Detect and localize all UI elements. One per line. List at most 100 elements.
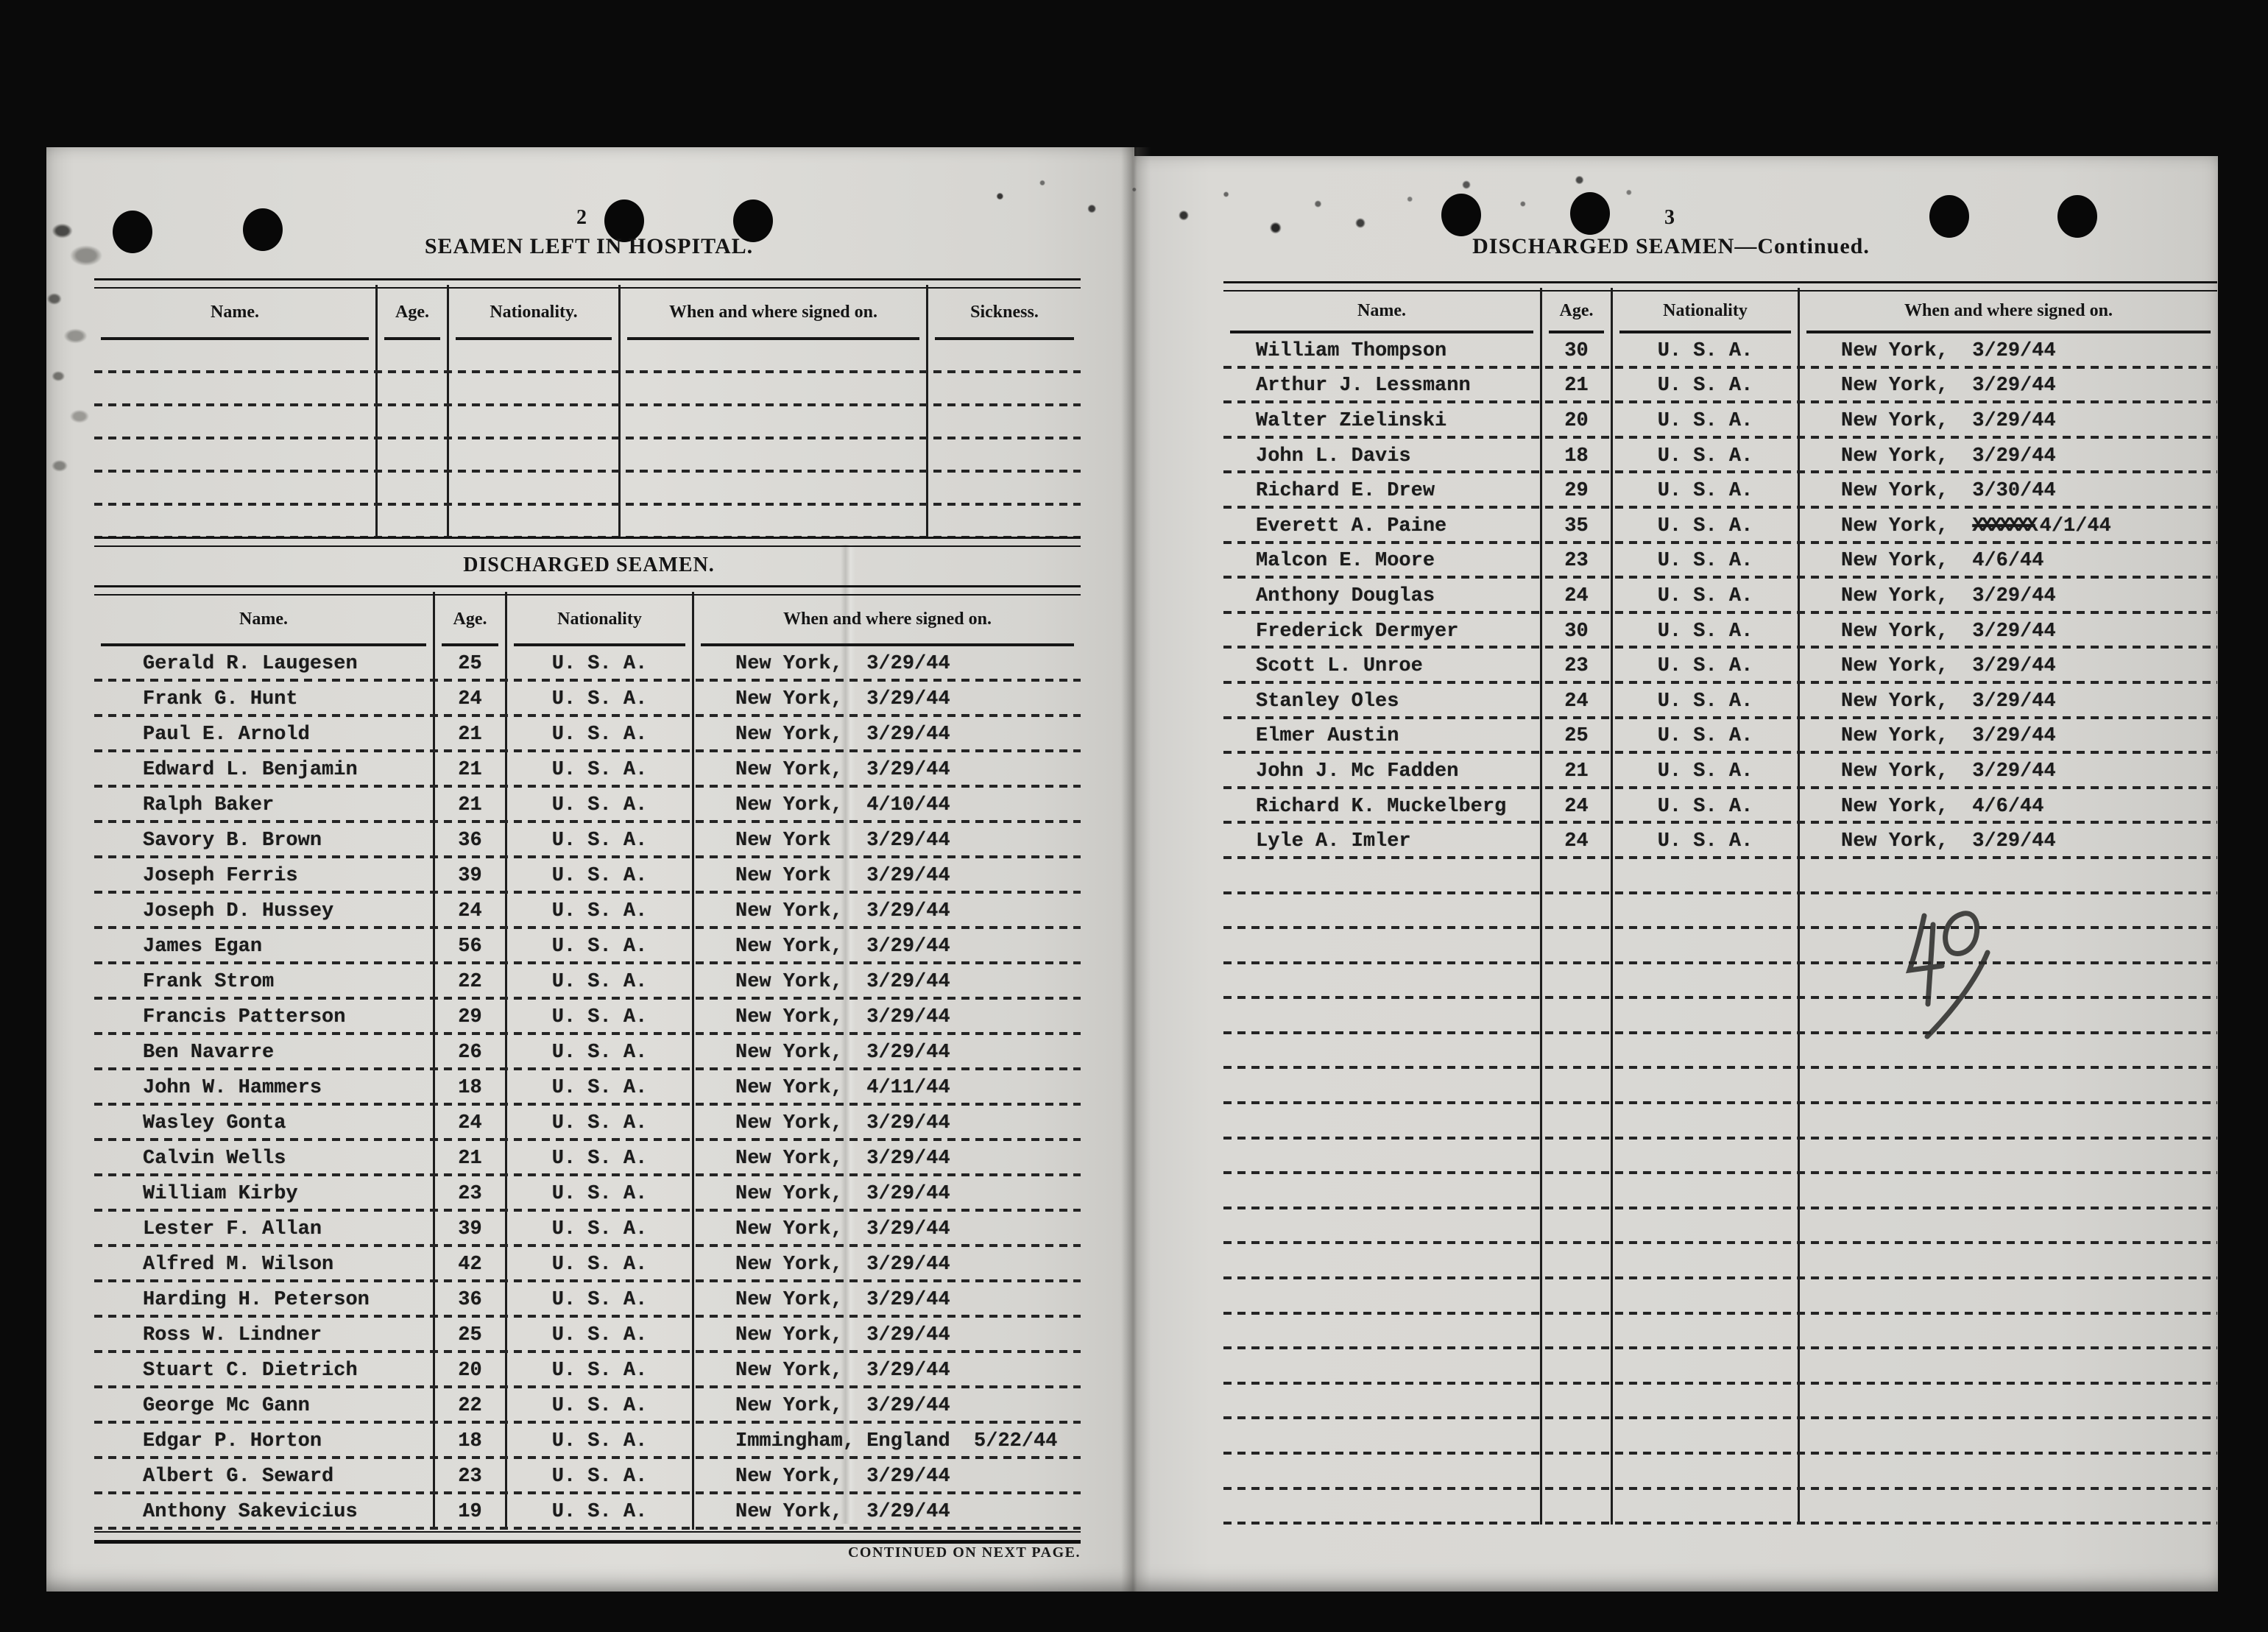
table-row: Francis Patterson 29 U. S. A. New York, 3/2… [94, 1000, 1081, 1035]
discharged-continued-title: DISCHARGED SEAMEN—Continued. [1472, 234, 1870, 258]
seaman-name: Albert G. Seward [143, 1466, 334, 1488]
table-row: John L. Davis 18 U. S. A. New York, 3/29/44 [1223, 438, 2217, 474]
empty-cell [1540, 1069, 1611, 1105]
seaman-nationality: U. S. A. [505, 1282, 692, 1318]
signed-on-cell: New York, 3/29/44 [692, 1282, 1081, 1318]
signed-on-cell: New York, 3/29/44 [692, 1141, 1081, 1176]
empty-table-row [1223, 964, 2217, 1000]
seaman-nationality: U. S. A. [1611, 613, 1798, 649]
signed-on-cell: New York, 3/29/44 [692, 1000, 1081, 1035]
signed-on-cell: New York, 3/29/44 [692, 682, 1081, 717]
empty-table-row [1223, 1384, 2217, 1420]
discharged-continued-table: Name. Age. Nationality When and where signe… [1223, 288, 2217, 1525]
empty-cell [1223, 1455, 1540, 1490]
empty-cell [1798, 1489, 2217, 1525]
empty-cell [1540, 1314, 1611, 1350]
punch-hole [733, 199, 773, 242]
empty-cell [1223, 1385, 1540, 1420]
empty-table-row [1223, 1139, 2217, 1175]
empty-table-row [1223, 894, 2217, 930]
seaman-name: Wasley Gonta [143, 1112, 286, 1134]
table-row: Edgar P. Horton 18 U. S. A. Immingham, Engl… [94, 1424, 1081, 1459]
empty-cell [1223, 1419, 1540, 1455]
signed-on-cell: New York, 3/29/44 [692, 894, 1081, 929]
table-top-rule [94, 278, 1081, 289]
empty-cell [1540, 1244, 1611, 1280]
signed-on-cell: New York, 4/6/44 [1798, 543, 2217, 579]
empty-cell [375, 373, 447, 406]
empty-cell [1611, 1384, 1798, 1420]
seaman-age: 20 [433, 1353, 505, 1388]
empty-cell [1540, 1489, 1611, 1525]
signed-on-cell: Immingham, England 5/22/44 [692, 1424, 1081, 1459]
empty-cell [1611, 858, 1798, 894]
seaman-name: Edgar P. Horton [143, 1430, 322, 1452]
seaman-age: 39 [433, 1212, 505, 1247]
signed-on-cell: New York, 3/29/44 [1798, 824, 2217, 859]
empty-cell [1540, 1384, 1611, 1420]
table-header-row: Name. Age. Nationality When and where signe… [1223, 288, 2217, 333]
empty-cell [1798, 858, 2217, 894]
empty-table-row [1223, 1349, 2217, 1385]
table-row: John W. Hammers 18 U. S. A. New York, 4/11/… [94, 1070, 1081, 1106]
column-header: When and where signed on. [692, 592, 1081, 646]
seaman-nationality: U. S. A. [505, 1000, 692, 1035]
empty-cell [1798, 1279, 2217, 1315]
signed-on-cell: New York, 3/29/44 [1798, 613, 2217, 649]
seaman-age: 36 [433, 823, 505, 858]
seaman-name: Malcon E. Moore [1256, 550, 1435, 573]
empty-cell [1540, 1279, 1611, 1315]
empty-cell [1798, 1034, 2217, 1070]
paper-grunge-stain [46, 206, 179, 515]
empty-cell [1611, 1279, 1798, 1315]
empty-cell [926, 473, 1081, 506]
column-header: Name. [1223, 288, 1540, 333]
seaman-nationality: U. S. A. [1611, 508, 1798, 544]
signed-on-cell: New York, 3/29/44 [692, 1212, 1081, 1247]
empty-cell [1798, 1104, 2217, 1140]
empty-cell [618, 373, 926, 406]
column-header: Age. [433, 592, 505, 646]
empty-cell [1611, 1455, 1798, 1490]
seaman-name: John W. Hammers [143, 1077, 322, 1099]
signed-on-cell: New York 3/29/44 [692, 823, 1081, 858]
seaman-age: 23 [1540, 543, 1611, 579]
empty-cell [1223, 1104, 1540, 1140]
empty-cell [1223, 929, 1540, 964]
seaman-nationality: U. S. A. [1611, 368, 1798, 404]
seaman-nationality: U. S. A. [505, 788, 692, 823]
handwritten-40-annotation: 40 [1899, 900, 2017, 1047]
empty-cell [94, 373, 375, 406]
table-row: Arthur J. Lessmann 21 U. S. A. New York, 3/… [1223, 368, 2217, 404]
table-row: John J. Mc Fadden 21 U. S. A. New York, 3/2… [1223, 754, 2217, 789]
empty-cell [94, 506, 375, 539]
empty-cell [1798, 1244, 2217, 1280]
empty-cell [375, 473, 447, 506]
seaman-nationality: U. S. A. [505, 929, 692, 964]
seaman-name: Harding H. Peterson [143, 1289, 370, 1311]
empty-cell [1611, 1209, 1798, 1245]
seaman-name: John L. Davis [1256, 445, 1411, 467]
empty-table-row [1223, 858, 2217, 894]
table-header-row: Name. Age. Nationality When and where signe… [94, 592, 1081, 646]
empty-cell [1540, 858, 1611, 894]
table-row: Harding H. Peterson 36 U. S. A. New York, 3… [94, 1282, 1081, 1318]
seaman-name: Edward L. Benjamin [143, 759, 358, 781]
empty-cell [1798, 1069, 2217, 1105]
table-row: Joseph Ferris 39 U. S. A. New York 3/29/44 [94, 858, 1081, 894]
table-row: Malcon E. Moore 23 U. S. A. New York, 4/6/4… [1223, 543, 2217, 579]
seaman-nationality: U. S. A. [1611, 403, 1798, 439]
signed-on-cell: New York, 3/29/44 [1798, 754, 2217, 789]
signed-on-cell: New York, 3/30/44 [1798, 473, 2217, 509]
seaman-name: Calvin Wells [143, 1148, 286, 1170]
empty-cell [1798, 999, 2217, 1034]
column-header: Name. [94, 592, 433, 646]
seaman-nationality: U. S. A. [1611, 824, 1798, 859]
seaman-nationality: U. S. A. [505, 858, 692, 894]
signed-on-cell: New York, 4/6/44 [1798, 788, 2217, 824]
empty-cell [375, 406, 447, 439]
empty-cell [1540, 1034, 1611, 1070]
table-row: Ralph Baker 21 U. S. A. New York, 4/10/44 [94, 788, 1081, 823]
seaman-nationality: U. S. A. [505, 752, 692, 788]
seaman-name: Lester F. Allan [143, 1218, 322, 1240]
